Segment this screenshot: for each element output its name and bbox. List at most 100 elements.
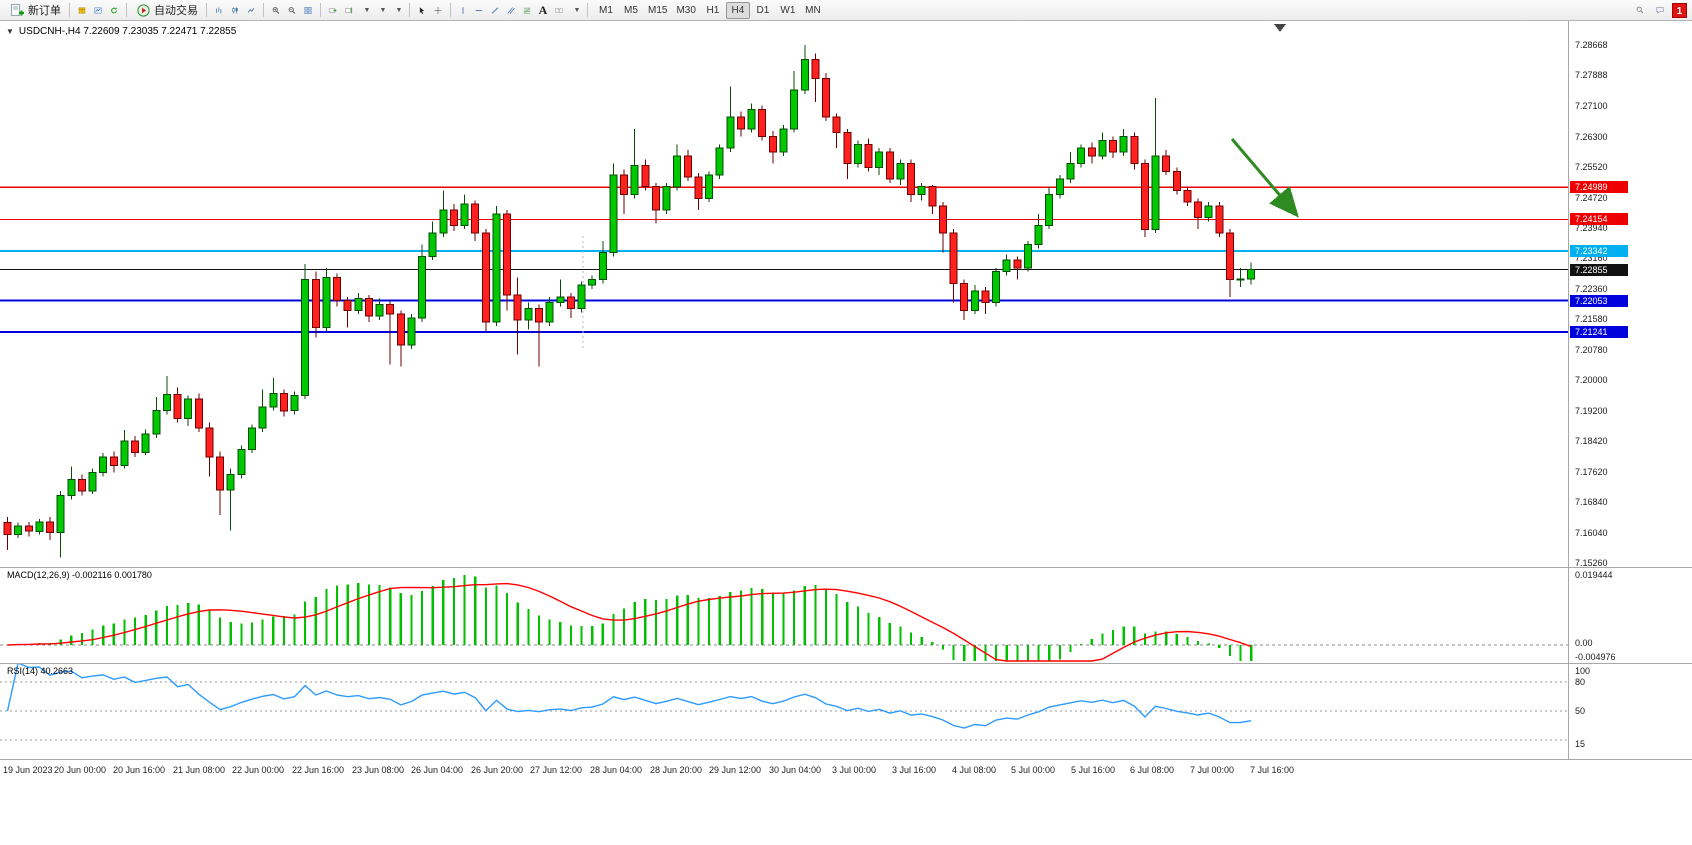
time-axis-label: 22 Jun 00:00	[231, 765, 285, 775]
price-axis-label: 7.22360	[1575, 284, 1608, 294]
channel-button[interactable]	[503, 3, 519, 18]
time-axis-label: 23 Jun 08:00	[351, 765, 405, 775]
market-watch-button[interactable]	[74, 3, 90, 18]
data-window-button[interactable]	[90, 3, 106, 18]
price-axis-label: 7.20000	[1575, 375, 1608, 385]
macd-scale-min: -0.004976	[1575, 652, 1616, 662]
zoom-out-button[interactable]	[284, 3, 300, 18]
auto-trading-icon	[135, 3, 151, 18]
zoom-in-button[interactable]	[268, 3, 284, 18]
macd-scale-zero: 0.00	[1575, 638, 1593, 648]
time-axis-label: 3 Jul 00:00	[831, 765, 877, 775]
text-button[interactable]: A	[538, 2, 548, 17]
time-axis-label: 5 Jul 16:00	[1070, 765, 1116, 775]
price-axis-label: 7.26300	[1575, 132, 1608, 142]
time-axis-label: 28 Jun 20:00	[649, 765, 703, 775]
time-axis-label: 28 Jun 04:00	[589, 765, 643, 775]
symbol-dropdown-icon[interactable]: ▼	[6, 27, 14, 36]
price-level-tag: 7.24989	[1570, 181, 1628, 193]
new-order-button[interactable]: 新订单	[5, 1, 65, 19]
time-axis-label: 20 Jun 16:00	[112, 765, 166, 775]
price-scale[interactable]: 7.28668 7.27888 7.27100 7.26300 7.25520 7.247…	[1569, 21, 1692, 783]
timeframe-h4-button[interactable]: H4	[725, 1, 750, 19]
refresh-button[interactable]	[106, 3, 122, 18]
time-axis-label: 6 Jul 08:00	[1129, 765, 1175, 775]
new-chart-button[interactable]: ▼	[357, 3, 373, 18]
tile-windows-button[interactable]	[300, 3, 316, 18]
new-order-label: 新订单	[28, 5, 61, 17]
rsi-scale-label: 15	[1575, 739, 1586, 749]
period-selector-button[interactable]: ▼	[373, 3, 389, 18]
rsi-label: RSI(14) 40.2663	[7, 666, 74, 676]
chevron-down-icon: ▼	[379, 6, 387, 14]
panel-separator[interactable]	[0, 663, 1692, 664]
cursor-button[interactable]	[414, 3, 430, 18]
price-level-tag: 7.21241	[1570, 326, 1628, 338]
horizontal-line-button[interactable]	[471, 3, 487, 18]
fibonacci-button[interactable]	[519, 3, 535, 18]
candlestick-chart-type-button[interactable]	[227, 3, 243, 18]
auto-trading-label: 自动交易	[154, 5, 198, 17]
panel-separator[interactable]	[0, 567, 1692, 568]
timeframe-m1-button[interactable]: M1	[599, 4, 613, 16]
price-scale-separator	[1568, 21, 1569, 759]
vertical-line-button[interactable]	[455, 3, 471, 18]
time-axis-label: 26 Jun 04:00	[410, 765, 464, 775]
price-axis-label: 7.16840	[1575, 497, 1608, 507]
macd-scale-max: 0.019444	[1575, 570, 1613, 580]
template-button[interactable]: ▼	[389, 3, 405, 18]
price-level-tag: 7.23342	[1570, 245, 1628, 257]
toolbar-separator	[206, 3, 207, 17]
macd-label: MACD(12,26,9) -0.002116 0.001780	[7, 570, 152, 580]
timeframe-m15-button[interactable]: M15	[648, 4, 668, 16]
timeframe-m5-button[interactable]: M5	[624, 4, 638, 16]
time-axis-label: 21 Jun 08:00	[172, 765, 226, 775]
price-axis-label: 7.20780	[1575, 345, 1608, 355]
timeframe-m30-button[interactable]: M30	[676, 4, 696, 16]
auto-trading-button[interactable]: 自动交易	[131, 1, 202, 19]
rsi-scale-label: 50	[1575, 706, 1586, 716]
timeframe-mn-button[interactable]: MN	[805, 4, 821, 16]
chart-title-text: USDCNH-,H4 7.22609 7.23035 7.22471 7.228…	[18, 26, 237, 37]
notification-badge[interactable]: 1	[1672, 2, 1687, 18]
toolbar-separator	[587, 3, 588, 17]
chevron-down-icon: ▼	[363, 6, 371, 14]
crosshair-button[interactable]	[430, 3, 446, 18]
line-chart-type-button[interactable]	[243, 3, 259, 18]
arrows-button[interactable]: ▼	[567, 3, 583, 18]
toolbar-separator	[320, 3, 321, 17]
trendline-button[interactable]	[487, 3, 503, 18]
chevron-down-icon: ▼	[395, 6, 403, 14]
price-axis-label: 7.23160	[1575, 253, 1608, 263]
chart-shift-button[interactable]	[341, 3, 357, 18]
price-axis-label: 7.19200	[1575, 406, 1608, 416]
toolbar-separator	[409, 3, 410, 17]
price-axis-label: 7.27100	[1575, 101, 1608, 111]
main-chart[interactable]	[0, 21, 1568, 567]
time-axis-label: 30 Jun 04:00	[768, 765, 822, 775]
toolbar: 新订单 自动交易	[0, 0, 1692, 21]
bar-chart-type-button[interactable]	[211, 3, 227, 18]
toolbar-separator	[69, 3, 70, 17]
timeframe-d1-button[interactable]: D1	[756, 4, 770, 16]
price-level-tag: 7.22053	[1570, 295, 1628, 307]
timeframe-w1-button[interactable]: W1	[780, 4, 796, 16]
rsi-panel[interactable]	[0, 663, 1568, 759]
price-axis-label: 7.28668	[1575, 40, 1608, 50]
time-axis-label: 19 Jun 2023	[3, 765, 53, 775]
toolbar-separator	[263, 3, 264, 17]
macd-panel[interactable]	[0, 567, 1568, 663]
toolbar-right-group: 1	[1632, 2, 1687, 18]
chat-button[interactable]	[1652, 3, 1668, 18]
auto-scroll-button[interactable]	[325, 3, 341, 18]
timeframe-h1-button[interactable]: H1	[706, 4, 720, 16]
time-axis[interactable]: 19 Jun 2023 20 Jun 00:00 20 Jun 16:00 21 Ju…	[0, 759, 1568, 783]
text-label-button[interactable]: T	[551, 3, 567, 18]
svg-text:T: T	[558, 7, 561, 12]
price-axis-label: 7.24720	[1575, 193, 1608, 203]
search-button[interactable]	[1632, 3, 1648, 18]
chart-title: ▼ USDCNH-,H4 7.22609 7.23035 7.22471 7.2…	[6, 26, 236, 37]
time-axis-label: 26 Jun 20:00	[470, 765, 524, 775]
time-axis-label: 5 Jul 00:00	[1010, 765, 1056, 775]
